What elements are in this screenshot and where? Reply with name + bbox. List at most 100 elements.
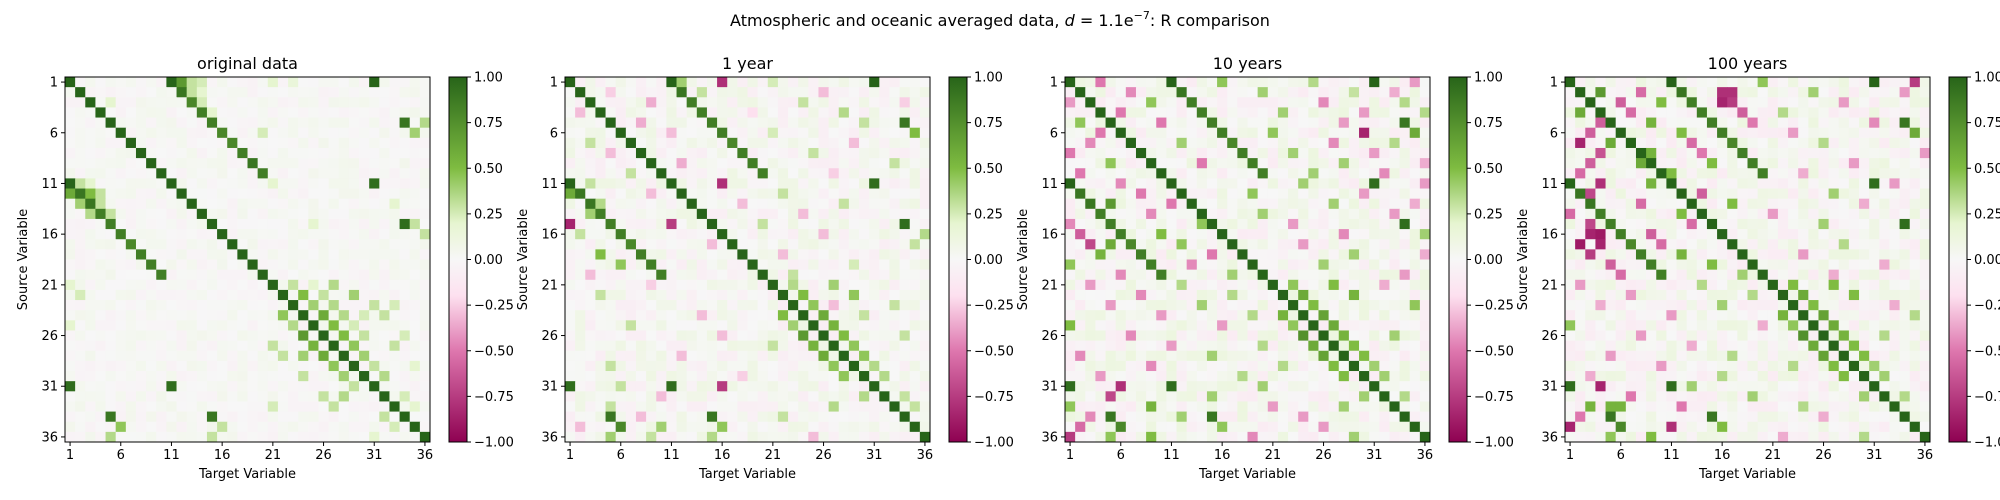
- heatmap-cell: [595, 97, 606, 108]
- heatmap-cell: [348, 421, 360, 433]
- heatmap-cell: [348, 340, 360, 352]
- heatmap-cell: [757, 239, 769, 250]
- heatmap-cell: [625, 289, 637, 301]
- heatmap-cell: [186, 158, 198, 169]
- heatmap-cell: [1206, 330, 1218, 342]
- heatmap-cell: [848, 401, 860, 412]
- heatmap-cell: [176, 330, 188, 342]
- heatmap-cell: [1308, 178, 1319, 189]
- heatmap-cell: [1625, 289, 1637, 301]
- heatmap-cell: [646, 360, 657, 372]
- heatmap-cell: [838, 431, 850, 443]
- heatmap-cell: [909, 249, 921, 260]
- heatmap-cell: [1288, 350, 1299, 362]
- heatmap-cell: [1818, 249, 1830, 260]
- heatmap-cell: [565, 249, 576, 260]
- heatmap-cell: [757, 340, 769, 352]
- heatmap-cell: [1308, 259, 1319, 271]
- heatmap-cell: [1919, 279, 1931, 291]
- heatmap-cell: [899, 117, 911, 129]
- heatmap-cell: [1227, 87, 1238, 98]
- heatmap-cell: [389, 279, 400, 291]
- heatmap-cell: [247, 259, 259, 271]
- heatmap-cell: [1717, 127, 1728, 139]
- heatmap-cell: [318, 188, 330, 200]
- heatmap-cell: [696, 310, 708, 321]
- heatmap-cell: [1115, 137, 1127, 149]
- heatmap-cell: [1818, 239, 1830, 250]
- heatmap-cell: [166, 259, 177, 271]
- heatmap-cell: [65, 381, 76, 392]
- heatmap-cell: [1217, 158, 1228, 169]
- heatmap-cell: [859, 371, 870, 382]
- heatmap-cell: [1419, 411, 1431, 423]
- heatmap-cell: [828, 107, 840, 118]
- heatmap-cell: [706, 411, 718, 423]
- heatmap-cell: [696, 158, 708, 169]
- heatmap-cell: [419, 87, 431, 98]
- heatmap-cell: [575, 360, 586, 372]
- heatmap-cell: [206, 249, 218, 260]
- heatmap-cell: [1267, 279, 1279, 291]
- heatmap-cell: [277, 259, 289, 271]
- heatmap-cell: [369, 147, 380, 159]
- heatmap-cell: [1575, 198, 1586, 210]
- heatmap-cell: [909, 168, 921, 179]
- heatmap-cell: [1288, 401, 1299, 412]
- heatmap-cell: [1135, 188, 1147, 200]
- heatmap-cell: [389, 229, 400, 240]
- heatmap-cell: [1899, 168, 1911, 179]
- heatmap-cell: [1328, 360, 1340, 372]
- heatmap-cell: [146, 168, 157, 179]
- heatmap-cell: [176, 259, 188, 271]
- heatmap-cell: [1595, 330, 1606, 342]
- heatmap-cell: [1217, 198, 1228, 210]
- heatmap-cell: [1788, 208, 1799, 220]
- heatmap-cell: [696, 330, 708, 342]
- heatmap-cell: [1605, 229, 1617, 240]
- panel-title: 1 year: [722, 54, 773, 73]
- heatmap-cell: [328, 147, 340, 159]
- heatmap-cell: [75, 279, 86, 291]
- heatmap-cell: [615, 87, 627, 98]
- heatmap-cell: [206, 259, 218, 271]
- heatmap-cell: [676, 97, 688, 108]
- heatmap-cell: [85, 188, 96, 200]
- heatmap-cell: [1656, 259, 1667, 271]
- heatmap-cell: [676, 229, 688, 240]
- heatmap-cell: [257, 350, 269, 362]
- heatmap-cell: [1288, 97, 1299, 108]
- heatmap-cell: [1656, 330, 1667, 342]
- heatmap-cell: [565, 330, 576, 342]
- heatmap-cell: [1095, 188, 1106, 200]
- heatmap-cell: [267, 218, 279, 230]
- heatmap-cell: [1706, 239, 1718, 250]
- heatmap-cell: [1166, 360, 1177, 372]
- heatmap-cell: [338, 77, 350, 88]
- heatmap-cell: [1409, 320, 1421, 331]
- heatmap-cell: [686, 229, 698, 240]
- heatmap-cell: [389, 158, 400, 169]
- heatmap-cell: [1595, 147, 1606, 159]
- heatmap-cell: [1267, 117, 1279, 129]
- heatmap-cell: [1135, 158, 1147, 169]
- heatmap-cell: [1848, 310, 1860, 321]
- heatmap-cell: [1399, 431, 1411, 443]
- heatmap-cell: [1318, 87, 1330, 98]
- heatmap-cell: [247, 411, 259, 423]
- heatmap-cell: [1747, 310, 1759, 321]
- heatmap-cell: [1419, 208, 1431, 220]
- heatmap-cell: [206, 218, 218, 230]
- heatmap-cell: [1585, 168, 1596, 179]
- heatmap-cell: [919, 391, 931, 402]
- heatmap-cell: [1348, 158, 1360, 169]
- heatmap-cell: [75, 391, 86, 402]
- heatmap-cell: [1237, 127, 1248, 139]
- heatmap-cell: [156, 330, 167, 342]
- heatmap-cell: [217, 431, 228, 443]
- heatmap-cell: [1257, 300, 1269, 311]
- heatmap-cell: [919, 350, 931, 362]
- heatmap-cell: [1788, 300, 1799, 311]
- heatmap-cell: [1277, 218, 1289, 230]
- heatmap-cell: [1146, 239, 1157, 250]
